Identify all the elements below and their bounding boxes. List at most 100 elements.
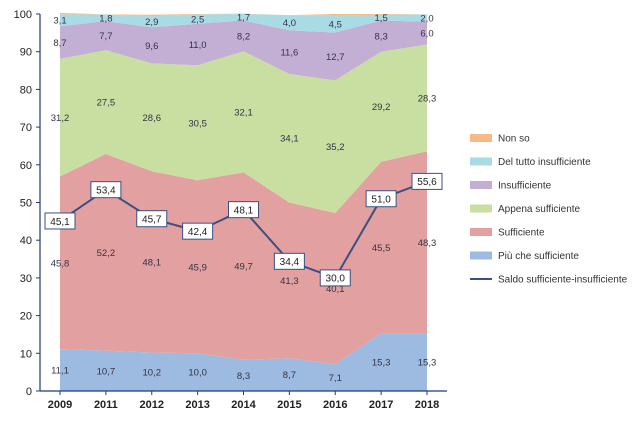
area-layers (60, 12, 427, 391)
saldo-data-label: 55,6 (417, 177, 437, 188)
legend: Non so Del tutto insufficiente Insufficien… (470, 134, 628, 286)
data-label-appena-sufficiente: 29,2 (372, 102, 391, 113)
saldo-label-box (136, 210, 168, 228)
data-label-del-tutto-insufficiente: 3,1 (53, 16, 66, 27)
legend-swatch-insufficiente (470, 181, 492, 189)
area-appena-sufficiente (60, 44, 427, 214)
y-tick-label: 90 (20, 47, 32, 59)
data-label-insufficiente: 8,7 (53, 38, 66, 49)
data-label-piu-che-sufficiente: 15,3 (372, 358, 391, 369)
x-tick-label: 2012 (140, 399, 164, 411)
legend-swatch-del-tutto-insufficiente (470, 157, 492, 166)
data-label-appena-sufficiente: 28,6 (143, 113, 162, 124)
data-label-del-tutto-insufficiente: 2,0 (420, 14, 433, 25)
saldo-label-box (90, 181, 122, 199)
legend-swatch-sufficiente (470, 228, 492, 236)
x-tick-label: 2011 (94, 399, 118, 411)
x-tick-label: 2016 (323, 399, 347, 411)
saldo-data-label: 45,1 (50, 217, 70, 228)
y-tick-label: 60 (20, 160, 32, 172)
data-label-insufficiente: 11,6 (280, 48, 298, 59)
saldo-label-box (365, 190, 397, 208)
y-tick-label: 70 (20, 122, 32, 134)
saldo-data-label: 45,7 (142, 215, 162, 226)
legend-swatch-piu-che-sufficiente (470, 251, 492, 260)
data-label-appena-sufficiente: 30,5 (188, 118, 207, 129)
data-label-piu-che-sufficiente: 10,2 (143, 367, 162, 378)
legend-label-saldo-sufficiente-insufficiente: Saldo sufficiente-insufficiente (498, 275, 628, 286)
data-label-del-tutto-insufficiente: 1,8 (99, 13, 112, 24)
data-label-insufficiente: 6,0 (420, 29, 433, 40)
area-piu-che-sufficiente (60, 333, 427, 391)
saldo-data-label: 30,0 (326, 274, 346, 285)
data-label-piu-che-sufficiente: 15,3 (418, 358, 437, 369)
data-label-appena-sufficiente: 27,5 (97, 98, 116, 109)
x-tick-label: 2015 (277, 399, 301, 411)
area-del-tutto-insufficiente (60, 14, 427, 33)
y-tick-label: 0 (26, 386, 32, 398)
saldo-label-box (411, 172, 443, 190)
y-tick-label: 20 (20, 311, 32, 323)
area-insufficiente (60, 20, 427, 81)
saldo-label-box (319, 269, 351, 287)
legend-label-sufficiente: Sufficiente (498, 228, 545, 239)
y-tick-label: 50 (20, 198, 32, 210)
data-label-insufficiente: 11,0 (189, 40, 207, 51)
data-label-sufficiente: 52,2 (97, 248, 116, 259)
y-tick-label: 10 (20, 348, 32, 360)
data-label-del-tutto-insufficiente: 1,7 (237, 13, 250, 24)
x-tick-label: 2014 (231, 399, 256, 411)
saldo-data-label: 42,4 (188, 227, 208, 238)
y-tick-label: 100 (14, 9, 32, 21)
saldo-data-label: 51,0 (371, 195, 391, 206)
data-label-appena-sufficiente: 31,2 (51, 113, 70, 124)
area-sufficiente (60, 151, 427, 365)
data-label-sufficiente: 48,3 (418, 238, 437, 249)
y-tick-label: 30 (20, 273, 32, 285)
y-tick-label: 40 (20, 235, 32, 247)
legend-swatch-non-so (470, 134, 492, 142)
data-label-del-tutto-insufficiente: 4,5 (329, 19, 342, 30)
legend-swatch-appena-sufficiente (470, 204, 492, 213)
data-label-piu-che-sufficiente: 10,0 (188, 368, 207, 379)
data-label-del-tutto-insufficiente: 1,5 (375, 13, 388, 24)
legend-label-appena-sufficiente: Appena sufficiente (498, 204, 581, 215)
data-label-del-tutto-insufficiente: 2,9 (145, 17, 158, 28)
data-label-insufficiente: 8,2 (237, 31, 250, 42)
x-axis-ticks: 2009 2011 2012 2013 2014 2015 2016 2017 2018 (48, 391, 439, 411)
x-tick-label: 2013 (185, 399, 209, 411)
data-label-appena-sufficiente: 32,1 (234, 107, 253, 118)
data-label-piu-che-sufficiente: 10,7 (97, 366, 116, 377)
saldo-label-box (228, 201, 259, 219)
x-tick-label: 2017 (369, 399, 393, 411)
data-label-sufficiente: 45,8 (51, 258, 70, 269)
data-label-appena-sufficiente: 35,2 (326, 142, 345, 153)
data-label-piu-che-sufficiente: 11,1 (51, 366, 69, 377)
data-label-appena-sufficiente: 34,1 (280, 134, 299, 145)
data-label-del-tutto-insufficiente: 2,5 (191, 15, 204, 26)
data-label-piu-che-sufficiente: 8,7 (283, 370, 296, 381)
data-label-insufficiente: 12,7 (326, 52, 345, 63)
x-tick-label: 2009 (48, 399, 72, 411)
data-label-appena-sufficiente: 28,3 (418, 93, 437, 104)
data-label-insufficiente: 8,3 (375, 32, 388, 43)
saldo-data-label: 34,4 (280, 257, 300, 268)
data-label-sufficiente: 40,1 (326, 284, 345, 295)
data-label-sufficiente: 45,9 (188, 262, 207, 273)
x-tick-label: 2018 (415, 399, 439, 411)
saldo-line-layer: 45,1 53,4 45,7 42,4 48,1 34,4 30,0 51,0 55,6 (44, 172, 443, 287)
data-label-insufficiente: 9,6 (145, 41, 158, 52)
legend-label-non-so: Non so (498, 134, 530, 145)
y-axis-ticks: 0 10 20 30 40 50 60 70 80 90 100 (14, 9, 40, 398)
data-label-sufficiente: 41,3 (280, 276, 299, 287)
data-label-piu-che-sufficiente: 7,1 (329, 373, 342, 384)
legend-label-del-tutto-insufficiente: Del tutto insufficiente (498, 157, 591, 168)
data-label-sufficiente: 49,7 (234, 262, 253, 273)
saldo-label-box (182, 222, 214, 240)
data-label-piu-che-sufficiente: 8,3 (237, 371, 250, 382)
data-label-del-tutto-insufficiente: 4,0 (283, 18, 296, 29)
legend-label-piu-che-sufficiente: Più che sufficiente (498, 251, 579, 262)
area-data-labels: 11,1 10,7 10,2 10,0 8,3 8,7 7,1 15,3 15,3 45,8 52,… (51, 13, 437, 384)
data-label-sufficiente: 45,5 (372, 243, 391, 254)
